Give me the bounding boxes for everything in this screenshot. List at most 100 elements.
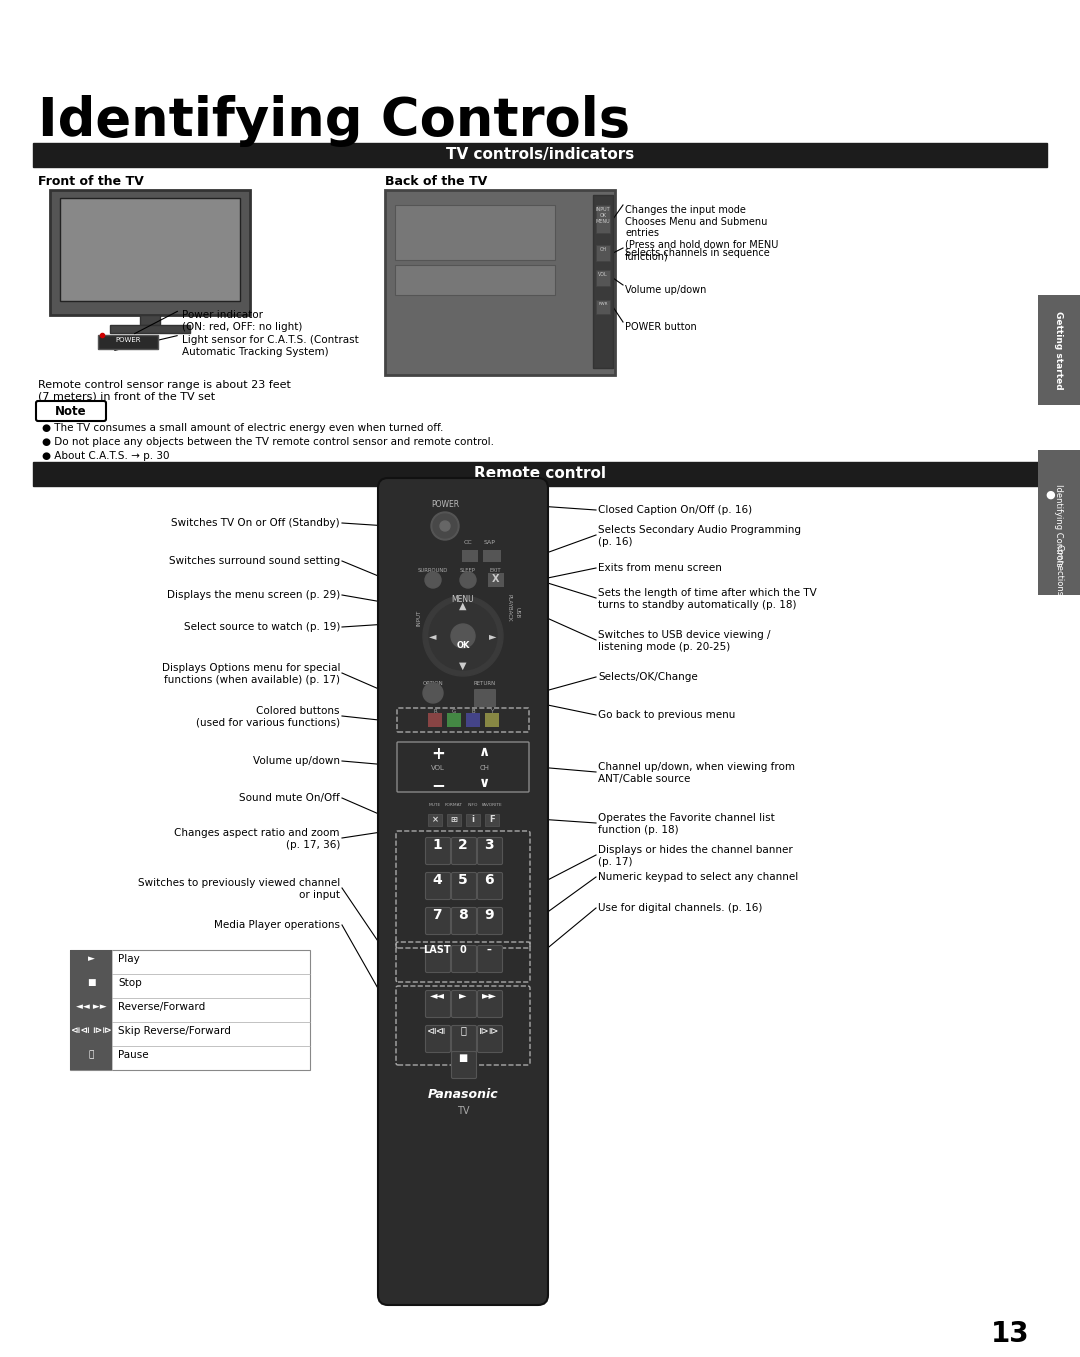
Text: ■: ■ <box>458 1053 468 1063</box>
Text: EXIT: EXIT <box>489 569 501 573</box>
Bar <box>447 712 461 727</box>
Bar <box>395 205 555 261</box>
Text: Identifying Controls: Identifying Controls <box>1054 483 1064 566</box>
Bar <box>462 550 478 562</box>
Text: Select source to watch (p. 19): Select source to watch (p. 19) <box>184 622 340 632</box>
Bar <box>70 974 112 997</box>
Text: B: B <box>471 708 475 714</box>
Bar <box>465 814 480 826</box>
Text: Identifying Controls: Identifying Controls <box>38 95 630 147</box>
Text: VOL: VOL <box>431 765 445 771</box>
FancyBboxPatch shape <box>477 908 502 935</box>
FancyBboxPatch shape <box>426 908 450 935</box>
Bar <box>465 712 480 727</box>
Text: ● About C.A.T.S. → p. 30: ● About C.A.T.S. → p. 30 <box>42 451 170 461</box>
Text: ⧐⧐: ⧐⧐ <box>480 1025 499 1035</box>
FancyBboxPatch shape <box>426 873 450 900</box>
FancyBboxPatch shape <box>426 991 450 1018</box>
Text: ●: ● <box>1045 490 1055 499</box>
Bar <box>596 270 610 286</box>
Text: Panasonic: Panasonic <box>428 1088 498 1101</box>
Bar <box>596 300 610 313</box>
Bar <box>70 950 310 1071</box>
FancyBboxPatch shape <box>477 873 502 900</box>
Bar <box>488 573 504 588</box>
Text: ►►: ►► <box>482 991 497 1000</box>
Text: Note: Note <box>55 404 86 418</box>
Text: ►: ► <box>489 631 497 641</box>
Text: i: i <box>472 816 474 824</box>
FancyBboxPatch shape <box>451 1026 476 1053</box>
Text: TV controls/indicators: TV controls/indicators <box>446 147 634 161</box>
Text: ⧏⧏ ⧐⧐: ⧏⧏ ⧐⧐ <box>70 1026 111 1035</box>
Text: Power indicator
(ON: red, OFF: no light): Power indicator (ON: red, OFF: no light) <box>183 309 302 331</box>
Text: FAVORITE: FAVORITE <box>482 803 502 807</box>
Text: Remote control: Remote control <box>474 465 606 480</box>
Bar <box>428 814 442 826</box>
Text: ∨: ∨ <box>480 776 490 790</box>
Text: 0: 0 <box>460 944 467 955</box>
Circle shape <box>460 573 476 588</box>
Text: Play: Play <box>118 954 139 963</box>
FancyBboxPatch shape <box>474 689 496 707</box>
Text: MUTE: MUTE <box>429 803 441 807</box>
Text: ▼: ▼ <box>459 661 467 670</box>
FancyBboxPatch shape <box>477 991 502 1018</box>
Text: 5: 5 <box>458 873 468 887</box>
Text: VOL: VOL <box>598 271 608 277</box>
FancyBboxPatch shape <box>451 908 476 935</box>
Text: Displays Options menu for special
functions (when available) (p. 17): Displays Options menu for special functi… <box>162 664 340 684</box>
Text: Switches to previously viewed channel
or input: Switches to previously viewed channel or… <box>138 878 340 900</box>
FancyBboxPatch shape <box>426 837 450 864</box>
Text: Exits from menu screen: Exits from menu screen <box>598 563 721 573</box>
Text: Connections: Connections <box>1054 544 1064 596</box>
Bar <box>140 315 160 324</box>
Text: Numeric keypad to select any channel: Numeric keypad to select any channel <box>598 873 798 882</box>
Text: Channel up/down, when viewing from
ANT/Cable source: Channel up/down, when viewing from ANT/C… <box>598 763 795 783</box>
Bar <box>596 205 610 233</box>
Text: Stop: Stop <box>118 978 141 988</box>
Text: LAST: LAST <box>423 944 450 955</box>
Text: Front of the TV: Front of the TV <box>38 175 144 189</box>
Text: PLAYBACK: PLAYBACK <box>507 594 512 622</box>
Text: OK: OK <box>457 641 470 650</box>
Bar <box>485 814 499 826</box>
Text: SURROUND: SURROUND <box>418 569 448 573</box>
Text: POWER: POWER <box>116 337 140 343</box>
Text: Getting started: Getting started <box>1054 311 1064 389</box>
FancyBboxPatch shape <box>451 837 476 864</box>
Bar <box>596 246 610 261</box>
Text: Go back to previous menu: Go back to previous menu <box>598 710 735 721</box>
Circle shape <box>440 521 450 531</box>
Text: Displays the menu screen (p. 29): Displays the menu screen (p. 29) <box>166 590 340 600</box>
Text: SAP: SAP <box>484 540 496 546</box>
Text: 13: 13 <box>990 1320 1029 1348</box>
Text: Displays or hides the channel banner
(p. 17): Displays or hides the channel banner (p.… <box>598 845 793 867</box>
Text: FORMAT: FORMAT <box>445 803 463 807</box>
Text: INFO: INFO <box>468 803 478 807</box>
Bar <box>428 712 442 727</box>
Bar <box>110 324 190 332</box>
Text: 1: 1 <box>432 839 442 852</box>
Bar <box>447 814 461 826</box>
Text: −: − <box>431 776 445 794</box>
Text: PWR: PWR <box>598 303 608 305</box>
Text: Changes the input mode
Chooses Menu and Submenu
entries
(Press and hold down for: Changes the input mode Chooses Menu and … <box>625 205 779 262</box>
Text: ⏸: ⏸ <box>89 1050 94 1058</box>
Text: 7: 7 <box>432 908 442 921</box>
FancyBboxPatch shape <box>378 478 548 1305</box>
Circle shape <box>433 514 457 537</box>
Text: Switches surround sound setting: Switches surround sound setting <box>168 556 340 566</box>
Text: INPUT: INPUT <box>417 609 421 626</box>
Text: 2: 2 <box>458 839 468 852</box>
Text: Volume up/down: Volume up/down <box>253 756 340 765</box>
Text: ∧: ∧ <box>480 745 490 759</box>
Circle shape <box>426 573 441 588</box>
Text: Pause: Pause <box>118 1050 149 1060</box>
FancyBboxPatch shape <box>477 1026 502 1053</box>
Text: Operates the Favorite channel list
function (p. 18): Operates the Favorite channel list funct… <box>598 813 774 835</box>
Bar <box>33 461 1047 486</box>
Text: ◄◄ ►►: ◄◄ ►► <box>76 1001 106 1011</box>
Text: +: + <box>431 745 445 763</box>
FancyBboxPatch shape <box>426 946 450 973</box>
